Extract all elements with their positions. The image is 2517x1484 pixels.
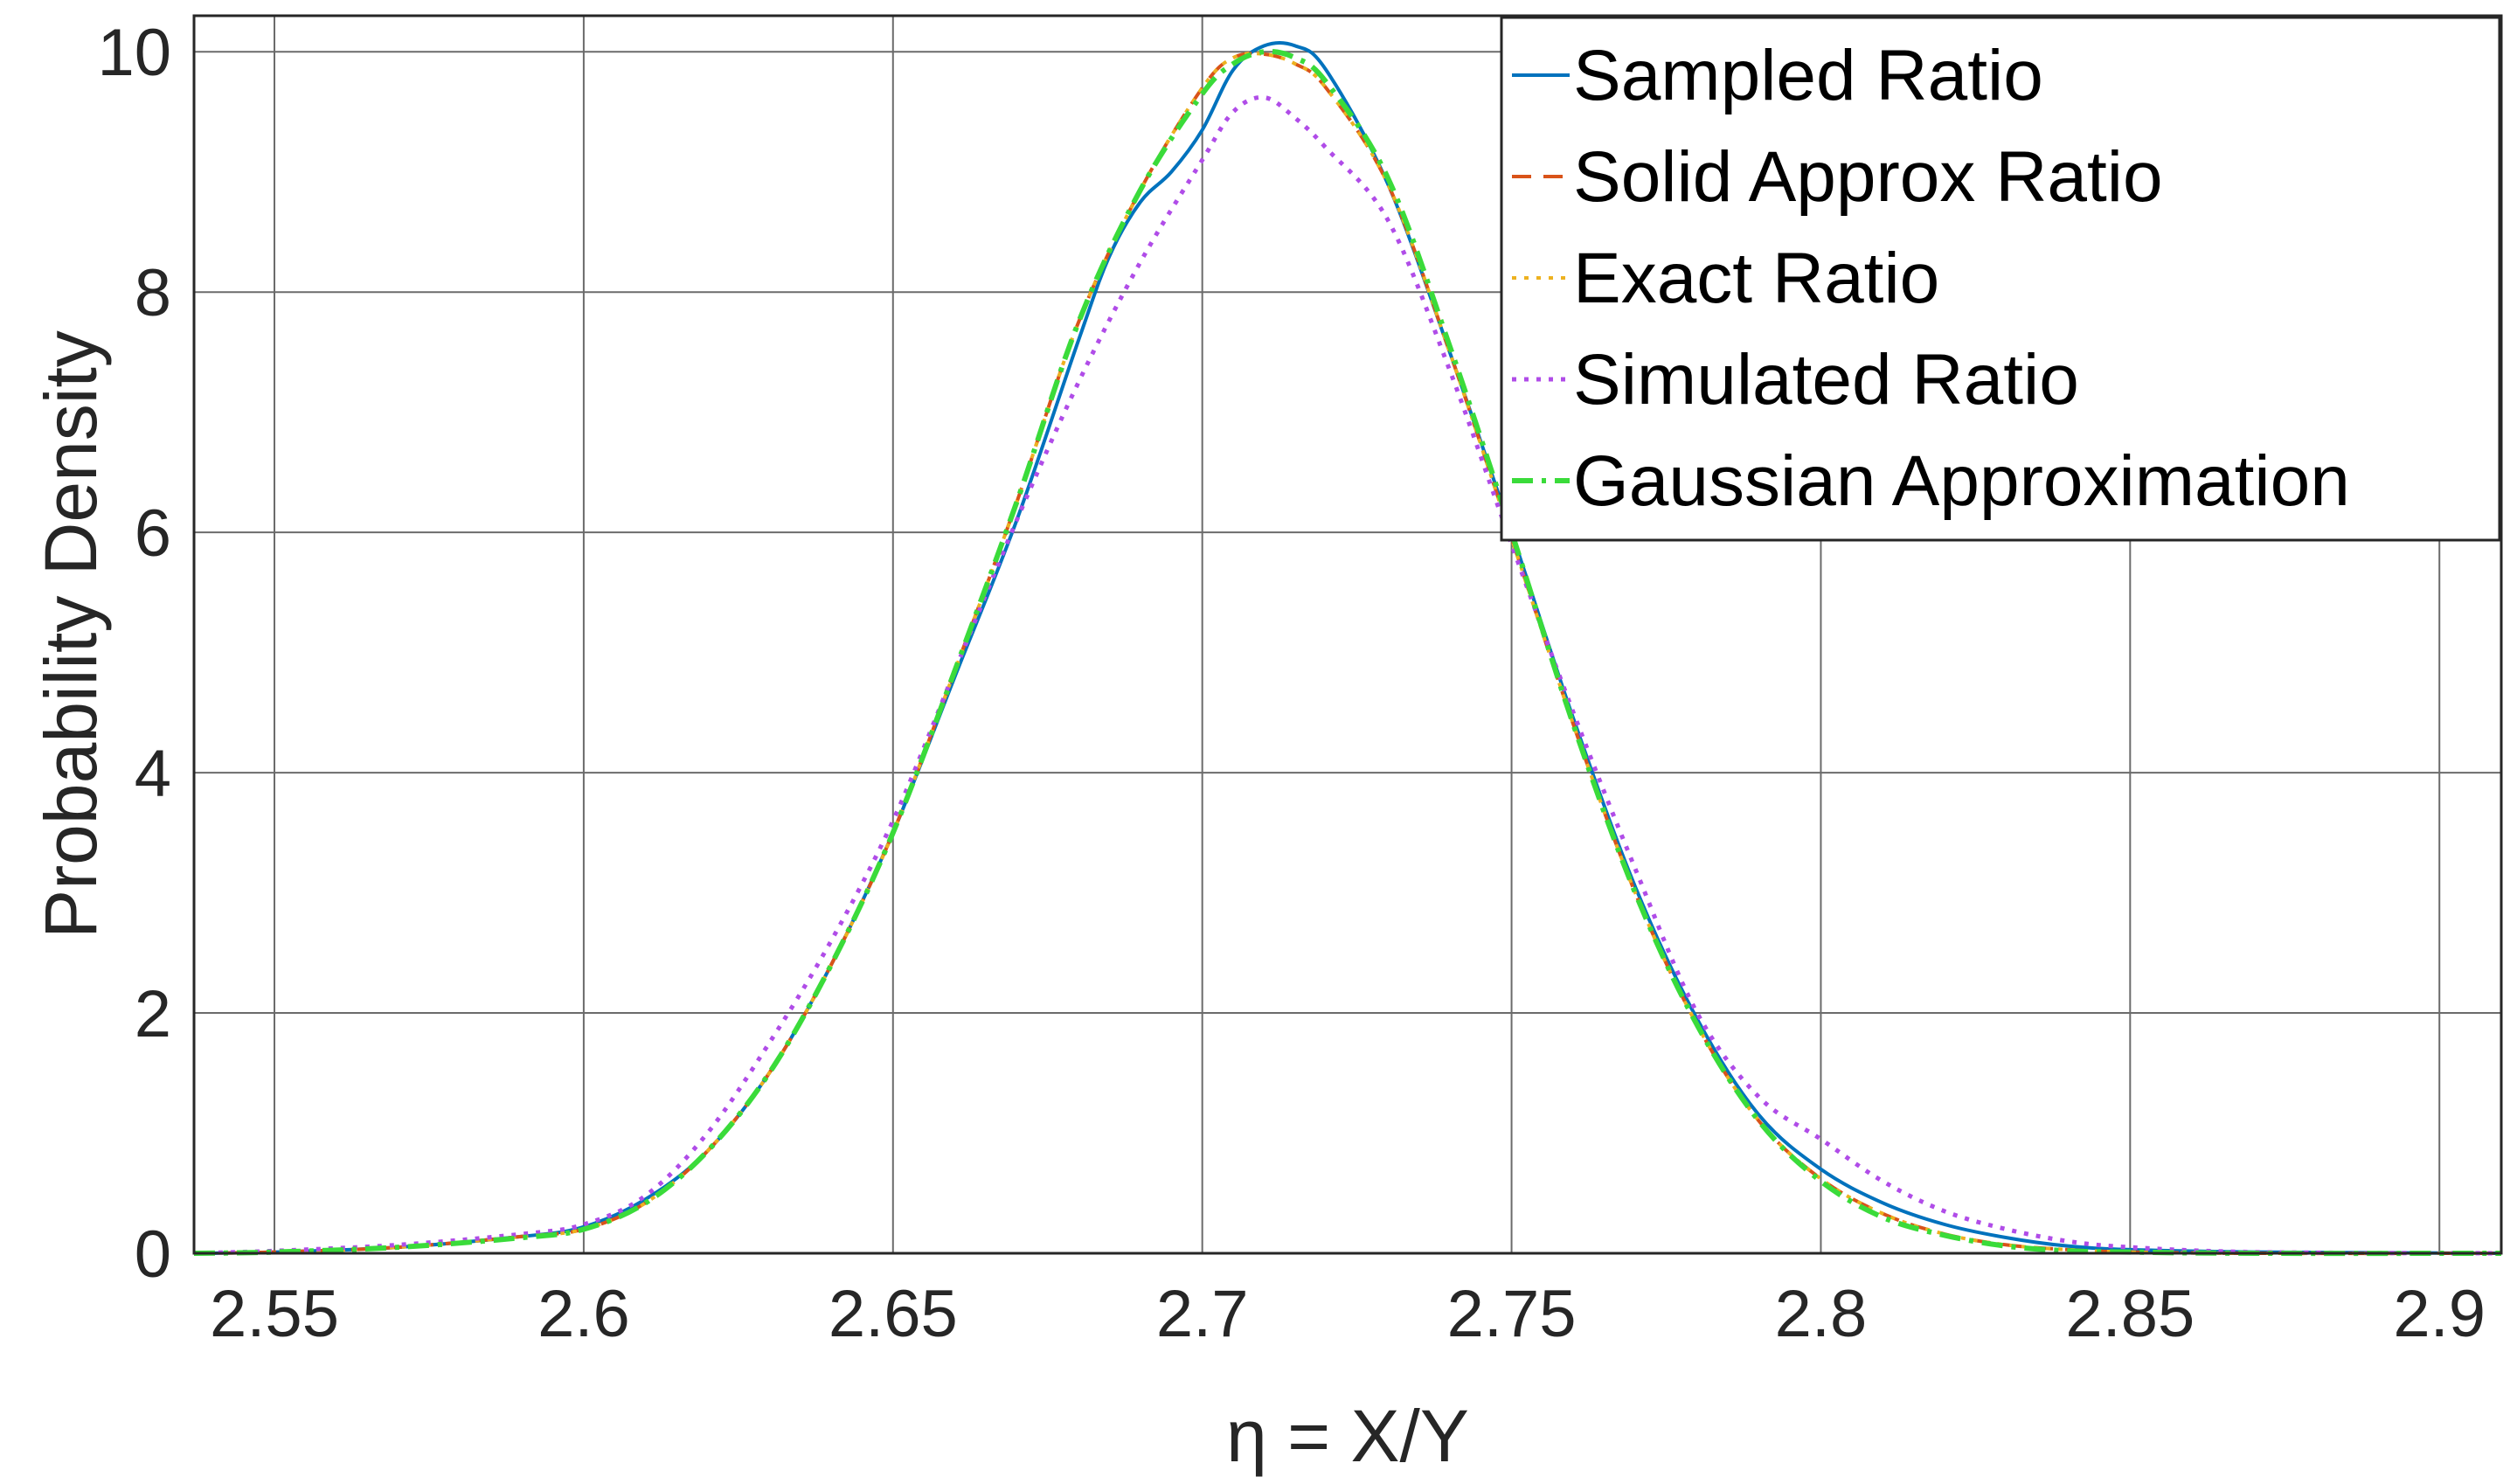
x-tick-label: 2.65 — [829, 1277, 958, 1351]
y-tick-label: 2 — [135, 977, 171, 1051]
x-tick-label: 2.85 — [2065, 1277, 2195, 1351]
legend: Sampled Ratio Solid Approx Ratio Exact Rat… — [1500, 16, 2501, 542]
y-tick-label: 10 — [97, 16, 171, 90]
series-line-sampled-ratio — [193, 40, 2502, 1255]
y-axis-label: Probability Density — [30, 330, 112, 939]
legend-box — [1500, 16, 2501, 542]
y-tick-label: 0 — [135, 1217, 171, 1292]
y-tick-label: 8 — [135, 256, 171, 330]
ticks: 2.55 2.6 2.65 2.7 2.75 2.8 2.85 2.9 0 2 4 6 8 10 — [97, 16, 2486, 1351]
series-lines — [193, 40, 2502, 1257]
legend-label: Solid Approx Ratio — [1573, 137, 2163, 217]
legend-label: Exact Ratio — [1573, 239, 1939, 318]
y-tick-label: 6 — [135, 496, 171, 571]
x-tick-label: 2.6 — [537, 1277, 630, 1351]
y-tick-label: 4 — [135, 737, 171, 811]
x-tick-label: 2.7 — [1156, 1277, 1249, 1351]
legend-label: Gaussian Approximation — [1573, 441, 2350, 521]
x-tick-label: 2.75 — [1447, 1277, 1577, 1351]
legend-label: Sampled Ratio — [1573, 36, 2043, 115]
axes-box — [192, 14, 2503, 1255]
x-tick-label: 2.55 — [210, 1277, 339, 1351]
series-line-exact-ratio — [193, 52, 2502, 1256]
x-tick-label: 2.9 — [2393, 1277, 2486, 1351]
legend-label: Simulated Ratio — [1573, 340, 2079, 420]
x-axis-label: η = X/Y — [1226, 1395, 1469, 1477]
x-tick-label: 2.8 — [1775, 1277, 1868, 1351]
